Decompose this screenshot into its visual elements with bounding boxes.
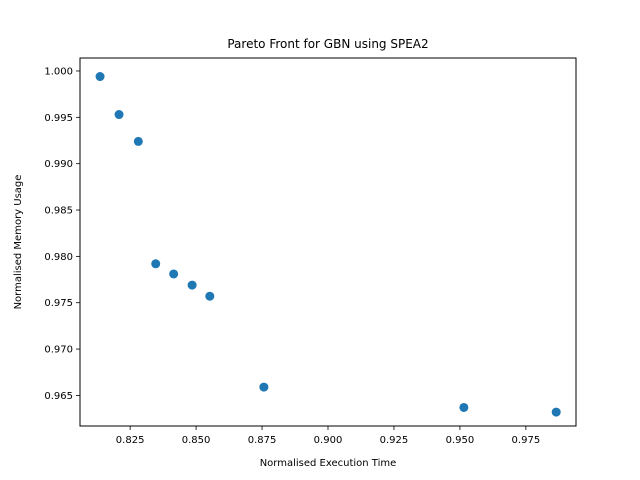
y-axis: 0.965 0.970 0.975 0.980 0.985 0.990 0.995 1.000	[44, 66, 80, 402]
data-point	[169, 269, 179, 279]
data-point	[133, 136, 143, 146]
y-tick-label: 0.970	[44, 345, 73, 356]
y-tick-label: 0.975	[44, 298, 73, 309]
y-tick-label: 1.000	[44, 66, 73, 77]
x-tick-label: 0.825	[116, 435, 145, 446]
x-tick-label: 0.925	[380, 435, 409, 446]
plot-area	[95, 72, 561, 417]
y-tick-label: 0.985	[44, 206, 73, 217]
y-tick-label: 0.965	[44, 391, 73, 402]
chart-title: Pareto Front for GBN using SPEA2	[227, 37, 428, 51]
data-point	[551, 407, 561, 417]
data-point	[205, 291, 215, 301]
x-tick-label: 0.850	[182, 435, 211, 446]
data-point	[95, 72, 105, 82]
y-tick-label: 0.990	[44, 159, 73, 170]
x-tick-label: 0.950	[446, 435, 475, 446]
x-tick-label: 0.875	[248, 435, 277, 446]
y-axis-label: Normalised Memory Usage	[13, 175, 24, 310]
data-point	[459, 402, 469, 412]
y-tick-label: 0.995	[44, 113, 73, 124]
x-axis: 0.825 0.850 0.875 0.900 0.925 0.950 0.975	[116, 426, 540, 446]
x-tick-label: 0.975	[512, 435, 541, 446]
y-tick-label: 0.980	[44, 252, 73, 263]
data-point	[259, 382, 269, 392]
data-point	[151, 259, 161, 269]
x-tick-label: 0.900	[314, 435, 343, 446]
data-point	[187, 280, 197, 290]
data-point	[114, 110, 124, 120]
x-axis-label: Normalised Execution Time	[260, 458, 397, 469]
